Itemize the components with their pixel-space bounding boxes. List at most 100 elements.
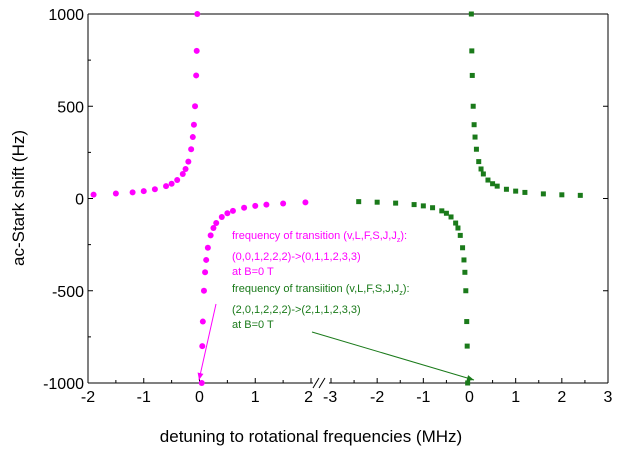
data-point-square [420, 203, 426, 209]
data-point-square [465, 380, 471, 386]
data-point-circle [302, 199, 309, 206]
data-point-circle [193, 72, 200, 79]
x-tick-label: 2 [557, 389, 566, 406]
data-point-circle [192, 103, 199, 110]
data-point-circle [151, 186, 158, 193]
data-point-square [430, 205, 436, 211]
data-point-square [469, 72, 475, 78]
data-point-circle [199, 318, 206, 325]
data-point-circle [179, 170, 186, 177]
data-point-circle [185, 158, 192, 165]
x-tick-label: 1 [251, 389, 260, 406]
annotation-arrow-line [311, 331, 475, 381]
data-point-square [453, 220, 459, 226]
data-point-square [480, 171, 486, 177]
data-point-square [513, 188, 519, 194]
data-point-square [374, 199, 380, 205]
axis-break-mark [318, 377, 326, 389]
data-point-square [443, 210, 449, 216]
data-point-square [460, 245, 466, 251]
annotation-arrow-head [197, 372, 204, 380]
x-tick-label: 0 [465, 389, 474, 406]
data-point-circle [129, 189, 136, 196]
data-point-square [485, 177, 491, 183]
data-point-square [471, 122, 477, 128]
data-point-circle [90, 191, 97, 198]
data-point-circle [200, 287, 207, 294]
data-point-square [463, 288, 469, 294]
data-point-square [478, 166, 484, 172]
data-point-square [473, 146, 479, 152]
data-point-circle [163, 183, 170, 190]
data-point-circle [213, 220, 220, 227]
y-tick-label: -500 [52, 284, 84, 301]
data-point-circle [263, 201, 270, 208]
data-point-circle [204, 244, 211, 251]
data-point-circle [140, 188, 147, 195]
annotation-line: at B=0 T [232, 266, 274, 278]
data-point-circle [198, 380, 205, 386]
annotation-line: (2,0,1,2,2,2)->(2,1,1,2,3,3) [232, 304, 361, 316]
data-point-circle [280, 200, 287, 207]
series-layer [90, 11, 583, 386]
data-point-circle [189, 134, 196, 141]
x-tick-label: -1 [137, 389, 151, 406]
x-tick-label: 3 [604, 389, 613, 406]
data-point-circle [202, 269, 209, 276]
x-tick-label: 2 [304, 389, 313, 406]
data-point-square [411, 202, 417, 208]
data-point-square [464, 343, 470, 349]
y-axis-label: ac-Stark shift (Hz) [9, 130, 28, 266]
annotation-line: (0,0,1,2,2,2)->(0,1,1,2,3,3) [232, 251, 361, 263]
data-point-square [476, 159, 482, 165]
data-point-square [494, 183, 500, 189]
data-point-square [455, 225, 461, 231]
annotations: frequency of transition (v,L,F,S,J,Jz): (… [197, 230, 475, 381]
data-point-circle [229, 207, 236, 214]
annotation-heading: frequency of transition (v,L,F,S,J,Jz): [232, 230, 407, 244]
y-tick-label: 1000 [48, 7, 84, 24]
x-tick-label: -2 [81, 389, 95, 406]
data-point-circle [218, 213, 225, 220]
data-point-circle [241, 204, 248, 211]
data-point-circle [224, 210, 231, 217]
annotation-arrow-line [198, 303, 217, 381]
data-point-circle [182, 165, 189, 172]
annotation-heading: frequency of transiition (v,L,F,S,J,Jz): [232, 283, 410, 297]
data-point-square [540, 191, 546, 197]
data-point-square [356, 199, 362, 205]
data-point-circle [210, 225, 217, 232]
data-point-circle [190, 121, 197, 128]
axis-break-mark [312, 377, 320, 389]
data-point-square [470, 103, 476, 109]
x-tick-label: 1 [511, 389, 520, 406]
annotation-line: at B=0 T [232, 319, 274, 331]
y-tick-label: 0 [75, 192, 84, 209]
data-point-square [559, 192, 565, 198]
data-point-square [461, 257, 467, 263]
data-point-square [393, 200, 399, 206]
data-point-square [464, 319, 470, 325]
y-tick-label: -1000 [43, 376, 84, 393]
x-tick-label: -2 [370, 389, 384, 406]
data-point-circle [168, 180, 175, 187]
data-point-square [468, 11, 474, 17]
data-point-circle [199, 343, 206, 350]
data-point-square [577, 192, 583, 198]
axes: -1000 -500 0 500 1000 -2 -1 0 1 2 -3 -2 -1 0 1 2 3 [43, 7, 612, 406]
x-tick-label: -1 [416, 389, 430, 406]
y-tick-label: 500 [57, 99, 84, 116]
data-point-square [462, 269, 468, 275]
x-tick-label: 0 [195, 389, 204, 406]
data-point-circle [112, 190, 119, 197]
data-point-circle [207, 232, 214, 239]
data-point-circle [252, 202, 259, 209]
x-tick-label: -3 [323, 389, 337, 406]
data-point-square [439, 208, 445, 214]
data-point-square [448, 214, 454, 220]
data-point-square [490, 181, 496, 187]
data-point-square [469, 48, 475, 54]
data-point-square [522, 189, 528, 195]
data-point-square [457, 232, 463, 238]
